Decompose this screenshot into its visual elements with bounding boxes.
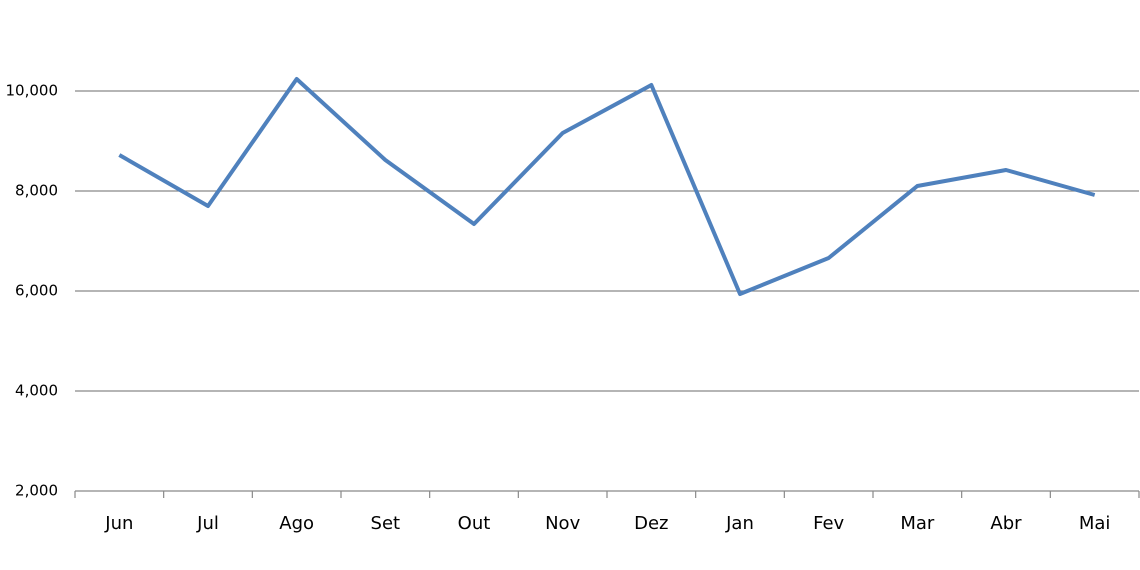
y-tick-label: 8,000 <box>15 182 58 200</box>
x-tick-label: Jun <box>104 513 133 534</box>
x-tick-label: Jul <box>196 513 219 534</box>
x-tick-label: Dez <box>634 513 668 534</box>
x-tick-label: Fev <box>813 513 844 534</box>
x-tick-label: Mai <box>1079 513 1111 534</box>
x-tick-label: Ago <box>279 513 314 534</box>
x-tick-label: Out <box>458 513 491 534</box>
y-tick-label: 10,000 <box>6 82 59 100</box>
y-tick-label: 2,000 <box>15 482 58 500</box>
data-line <box>118 77 1096 296</box>
x-tick-label: Jan <box>725 513 754 534</box>
x-tick-label: Abr <box>990 513 1022 534</box>
y-tick-label: 4,000 <box>15 382 58 400</box>
x-tick-label: Set <box>371 513 401 534</box>
x-tick-label: Mar <box>900 513 935 534</box>
y-tick-label: 6,000 <box>15 282 58 300</box>
x-tick-label: Nov <box>545 513 580 534</box>
